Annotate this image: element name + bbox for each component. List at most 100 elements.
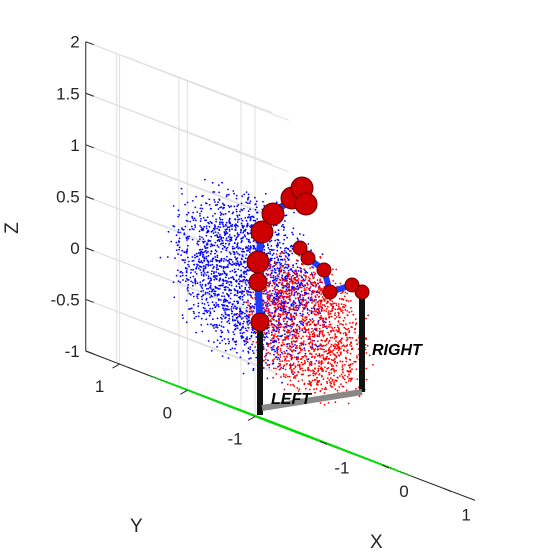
blue-point [222,278,225,281]
red-point [313,334,316,336]
blue-point [198,235,201,238]
blue-point [203,225,206,228]
blue-point [226,292,228,295]
red-point [278,362,280,365]
blue-point [243,275,245,278]
red-point [324,340,327,343]
red-point [330,345,332,348]
red-point [283,317,286,319]
blue-point [287,269,290,272]
blue-point [212,232,215,235]
red-point [292,266,295,269]
red-point [284,358,286,361]
red-point [334,343,336,345]
red-point [331,378,334,381]
blue-point [204,291,207,294]
blue-point [283,249,286,252]
red-point [345,360,348,363]
blue-point [204,250,206,253]
blue-point [302,234,305,237]
red-point [284,300,287,302]
blue-point [271,348,274,350]
blue-point [229,238,231,241]
blue-point [236,260,239,263]
blue-point [215,323,218,326]
blue-point [243,343,246,346]
blue-point [240,237,243,240]
blue-point [255,200,258,203]
red-point [315,308,318,311]
blue-point [248,286,250,289]
blue-point [178,213,181,216]
blue-point [175,274,178,277]
red-point [281,291,284,294]
blue-point [229,292,232,295]
red-point [367,314,370,317]
blue-point [233,251,235,253]
blue-point [234,323,237,326]
red-point [312,320,315,322]
blue-point [221,239,224,242]
blue-point [289,245,292,248]
blue-point [246,279,249,282]
blue-point [227,239,229,242]
blue-point [252,240,255,243]
red-point [313,335,316,338]
red-point [310,296,313,299]
floor-point [208,397,211,400]
red-point [298,274,301,277]
blue-point [222,270,225,272]
blue-point [195,255,198,258]
blue-point [195,252,198,255]
blue-point [202,270,205,273]
blue-point [204,266,207,269]
blue-point [220,329,222,332]
red-point [247,326,249,329]
blue-point [181,193,183,195]
blue-point [242,227,245,229]
red-point [272,281,275,283]
red-point [340,383,342,385]
blue-point [178,240,181,243]
red-point [325,350,327,352]
red-point [317,303,320,306]
red-point [342,344,345,347]
red-point [294,328,297,330]
red-point [327,313,330,316]
blue-point [166,256,169,258]
red-point [281,352,284,355]
blue-point [225,304,228,307]
blue-point [252,247,255,250]
blue-point [268,268,270,270]
red-point [308,313,310,316]
red-point [313,323,316,325]
blue-point [235,227,237,229]
red-point [316,377,318,379]
blue-point [292,264,294,266]
red-point [313,313,316,316]
blue-point [185,274,188,277]
blue-point [177,231,180,234]
red-point [321,332,324,334]
blue-point [247,350,250,353]
blue-point [276,246,279,248]
blue-point [273,348,276,351]
blue-point [234,319,237,322]
red-point [269,280,272,283]
blue-point [215,302,218,304]
red-point [268,299,271,301]
blue-point [302,285,305,288]
red-point [321,304,324,306]
blue-point [293,303,295,306]
blue-point [202,273,205,276]
blue-point [232,331,235,333]
red-point [266,336,269,339]
blue-point [227,294,230,297]
red-point [246,292,248,294]
blue-point [291,333,294,336]
blue-point [272,249,275,251]
red-point [335,364,338,367]
blue-point [243,320,245,323]
blue-point [193,254,196,257]
blue-point [200,295,203,298]
